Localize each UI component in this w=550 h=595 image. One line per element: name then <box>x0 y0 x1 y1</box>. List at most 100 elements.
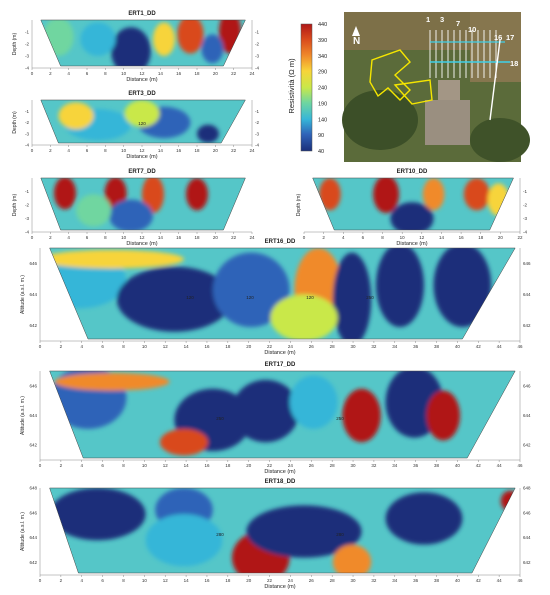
x-tick-label: 14 <box>158 235 164 240</box>
contour-label: 120 <box>246 295 254 300</box>
y-tick-label: -3 <box>255 131 259 136</box>
x-tick-label: 6 <box>101 344 104 349</box>
x-tick-label: 4 <box>80 463 83 468</box>
survey-line-label: 18 <box>510 59 518 68</box>
colorbar-tick-label: 340 <box>318 54 327 60</box>
x-tick-label: 46 <box>517 578 523 583</box>
y-tick-label: -2 <box>255 42 259 47</box>
y-tick-label: -4 <box>255 143 259 148</box>
x-tick-label: 10 <box>142 344 148 349</box>
y-tick-label: -1 <box>255 109 259 114</box>
x-tick-label: 12 <box>139 235 145 240</box>
map-survey-lines: 1 3 7 10 16 17 18 <box>426 15 518 121</box>
x-tick-label: 4 <box>67 71 70 76</box>
y-tick-label: 644 <box>523 292 531 297</box>
x-tick-label: 16 <box>176 71 182 76</box>
x-tick-label: 16 <box>204 578 210 583</box>
y-tick-label: -2 <box>25 42 29 47</box>
x-tick-label: 0 <box>31 148 34 153</box>
colorbar-tick-label: 240 <box>318 86 327 92</box>
x-tick-label: 18 <box>478 235 484 240</box>
y-tick-label: 642 <box>29 560 37 565</box>
x-tick-label: 24 <box>249 71 255 76</box>
x-tick-label: 34 <box>392 463 398 468</box>
x-tick-label: 10 <box>121 148 127 153</box>
x-tick-label: 6 <box>101 578 104 583</box>
x-tick-label: 10 <box>400 235 406 240</box>
y-tick-label: 644 <box>29 292 37 297</box>
section-outline <box>49 487 516 574</box>
x-tick-label: 22 <box>231 148 237 153</box>
contour-label: 120 <box>306 295 314 300</box>
resistivity-anomaly <box>332 252 372 339</box>
y-tick-label: 642 <box>523 443 531 448</box>
y-tick-label: 648 <box>523 486 531 491</box>
y-tick-label: -1 <box>25 109 29 114</box>
x-tick-label: 24 <box>288 578 294 583</box>
x-tick-label: 18 <box>225 344 231 349</box>
colorbar-tick-label: 40 <box>318 149 324 155</box>
resistivity-anomaly <box>160 428 208 456</box>
x-tick-label: 18 <box>194 235 200 240</box>
resistivity-anomaly <box>145 514 223 567</box>
x-tick-label: 4 <box>67 235 70 240</box>
x-tick-label: 22 <box>267 463 273 468</box>
survey-line-label: 7 <box>456 19 460 28</box>
x-tick-label: 2 <box>60 578 63 583</box>
x-tick-label: 2 <box>322 235 325 240</box>
resistivity-anomaly <box>54 178 76 210</box>
x-axis: 0 2 4 6 8 10 12 14 16 18 20 22 Distance (m) <box>303 231 523 247</box>
y-tick-label: 642 <box>29 323 37 328</box>
colorbar-tick-label: 190 <box>318 101 327 107</box>
x-tick-label: 18 <box>225 578 231 583</box>
x-tick-label: 4 <box>80 344 83 349</box>
x-tick-label: 2 <box>60 344 63 349</box>
resistivity-anomaly <box>153 22 175 56</box>
x-tick-label: 14 <box>184 344 190 349</box>
contour-label: 250 <box>366 295 374 300</box>
survey-line-label: 16 <box>494 33 502 42</box>
resistivity-anomaly <box>390 202 434 230</box>
x-tick-label: 20 <box>246 463 252 468</box>
x-tick-label: 42 <box>476 463 482 468</box>
x-tick-label: 2 <box>49 148 52 153</box>
x-tick-label: 26 <box>309 463 315 468</box>
survey-line-label: 3 <box>440 15 444 24</box>
y-tick-label: -4 <box>25 143 29 148</box>
y-tick-label: 642 <box>523 323 531 328</box>
x-tick-label: 20 <box>213 235 219 240</box>
x-tick-label: 24 <box>288 344 294 349</box>
y-tick-label: -2 <box>25 120 29 125</box>
x-axis-label: Distance (m) <box>264 584 295 590</box>
x-tick-label: 20 <box>246 344 252 349</box>
y-tick-label: 646 <box>29 510 37 515</box>
x-tick-label: 18 <box>194 148 200 153</box>
resistivity-anomaly <box>142 178 164 214</box>
x-tick-label: 10 <box>142 463 148 468</box>
resistivity-anomaly <box>177 20 204 54</box>
x-tick-label: 2 <box>49 71 52 76</box>
resistivity-anomaly <box>463 178 490 211</box>
section-outline <box>49 247 516 340</box>
section-outline <box>40 99 246 144</box>
resistivity-anomaly <box>80 22 116 56</box>
x-tick-label: 4 <box>342 235 345 240</box>
x-tick-label: 10 <box>142 578 148 583</box>
x-tick-label: 6 <box>362 235 365 240</box>
x-tick-label: 24 <box>249 148 255 153</box>
x-tick-label: 22 <box>267 344 273 349</box>
x-tick-label: 20 <box>246 578 252 583</box>
resistivity-anomaly <box>373 178 400 214</box>
colorbar-tick-label: 90 <box>318 133 324 139</box>
resistivity-section <box>49 371 516 458</box>
panel-title: ERT1_DD <box>128 11 156 17</box>
map-building <box>425 100 470 145</box>
x-tick-label: 10 <box>121 71 127 76</box>
x-tick-label: 38 <box>434 578 440 583</box>
y-tick-label: -1 <box>523 189 527 194</box>
